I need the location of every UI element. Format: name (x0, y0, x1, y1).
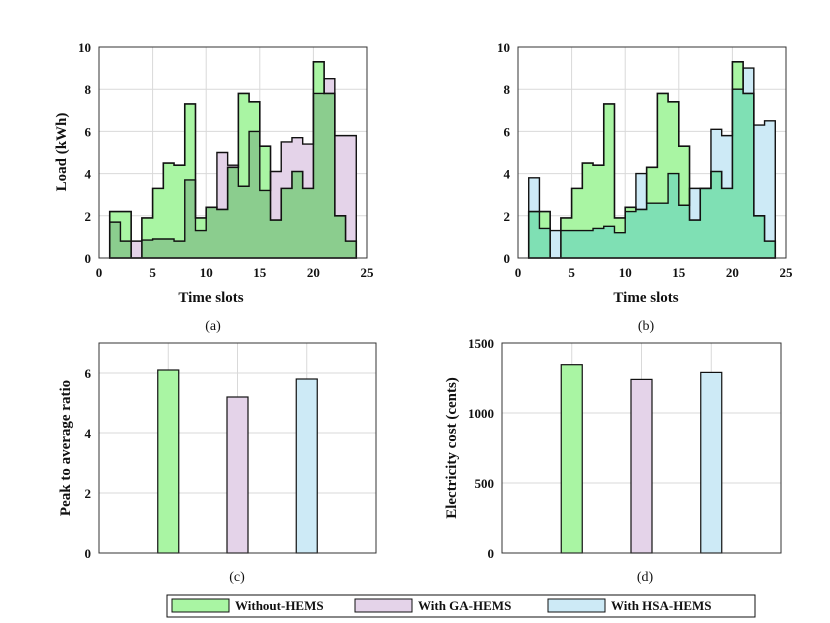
chart-c-ylabel: Peak to average ratio (58, 380, 74, 516)
chart-a-ytick: 0 (85, 251, 92, 266)
chart-b-ytick: 10 (497, 40, 510, 55)
chart-d-ticks: 0 500 1000 1500 (468, 336, 494, 561)
chart-b-xtick: 20 (726, 265, 739, 280)
chart-b-xtick: 5 (568, 265, 575, 280)
chart-panel-c: 0 2 4 6 Peak to average ratio (c) (58, 342, 377, 585)
chart-b-ytick: 0 (504, 251, 511, 266)
chart-c-ticks: 0 2 4 6 (85, 366, 92, 561)
chart-b-ytick: 2 (504, 209, 511, 224)
chart-c-frame (98, 342, 377, 554)
legend-swatch-ga-hems (354, 598, 413, 613)
chart-panel-b: 0 5 10 15 20 25 0 2 4 6 8 10 Time slots (b) (497, 40, 793, 334)
chart-d-caption: (d) (637, 570, 654, 585)
chart-a-outline-0 (108, 60, 358, 259)
chart-a-ytick: 10 (78, 40, 91, 55)
chart-d-plot (560, 364, 723, 554)
chart-d-bar-without-hems (560, 364, 583, 554)
chart-d-ytick: 500 (475, 476, 495, 491)
chart-a-plot (108, 60, 358, 259)
legend-swatch-without-hems (171, 598, 230, 613)
chart-d-ytick: 1500 (468, 336, 494, 351)
chart-d-ytick: 0 (488, 546, 495, 561)
chart-b-ytick: 8 (504, 82, 511, 97)
chart-b-caption: (b) (638, 319, 655, 334)
chart-a-xtick: 5 (149, 265, 156, 280)
chart-b-overlap (528, 89, 776, 258)
legend-box (166, 594, 756, 618)
legend-swatch-hsa-hems (547, 598, 606, 613)
chart-a-xtick: 25 (361, 265, 375, 280)
legend-label-ga-hems: With GA-HEMS (418, 598, 511, 613)
chart-c-ytick: 4 (85, 426, 92, 441)
chart-b-xtick: 15 (672, 265, 686, 280)
chart-a-outline-1 (109, 77, 357, 259)
chart-b-xtick: 10 (619, 265, 632, 280)
chart-a-xtick: 0 (96, 265, 103, 280)
chart-b-ytick: 6 (504, 124, 511, 139)
chart-d-ytick: 1000 (468, 406, 494, 421)
chart-a-xtick: 10 (200, 265, 213, 280)
chart-d-frame (501, 342, 782, 554)
chart-c-caption: (c) (229, 570, 245, 585)
chart-a-ticks: 0 5 10 15 20 25 0 2 4 6 8 10 (78, 40, 374, 280)
chart-c-ytick: 6 (85, 366, 92, 381)
legend: Without-HEMS With GA-HEMS With HSA-HEMS (166, 594, 756, 618)
chart-a-xtick: 15 (253, 265, 267, 280)
chart-a-ytick: 8 (85, 82, 92, 97)
chart-a-ylabel: Load (kWh) (54, 113, 70, 192)
chart-c-bar-with-hsa-hems (295, 378, 318, 554)
chart-a-caption: (a) (205, 319, 221, 334)
chart-c-ytick: 0 (85, 546, 92, 561)
chart-c-bar-with-ga-hems (226, 396, 249, 554)
chart-b-xtick: 0 (515, 265, 522, 280)
legend-label-without-hems: Without-HEMS (235, 598, 324, 613)
chart-a-xlabel: Time slots (178, 290, 243, 306)
chart-b-xlabel: Time slots (613, 290, 678, 306)
chart-b-outline-0 (527, 60, 777, 259)
chart-a-ytick: 6 (85, 124, 92, 139)
chart-d-axes-box (501, 342, 782, 554)
chart-b-plot (527, 60, 777, 259)
chart-b-frame (517, 46, 787, 259)
chart-d-bar-with-hsa-hems (700, 371, 723, 554)
chart-b-ticks: 0 5 10 15 20 25 0 2 4 6 8 10 (497, 40, 793, 280)
chart-a-ytick: 2 (85, 209, 92, 224)
chart-a-overlap (109, 93, 357, 258)
chart-a-axes-box (98, 46, 368, 259)
chart-a-ytick: 4 (85, 167, 92, 182)
legend-label-hsa-hems: With HSA-HEMS (611, 598, 712, 613)
chart-b-xtick: 25 (780, 265, 794, 280)
chart-a-frame (98, 46, 368, 259)
chart-b-axes-box (517, 46, 787, 259)
chart-panel-d: 0 500 1000 1500 Electricity cost (cents) (d… (444, 336, 782, 585)
chart-b-ytick: 4 (504, 167, 511, 182)
chart-c-bar-without-hems (157, 369, 180, 554)
chart-c-ytick: 2 (85, 486, 92, 501)
chart-c-axes-box (98, 342, 377, 554)
chart-d-ylabel: Electricity cost (cents) (444, 377, 460, 519)
chart-a-xtick: 20 (307, 265, 320, 280)
chart-c-plot (157, 369, 318, 554)
chart-d-bar-with-ga-hems (630, 378, 653, 554)
